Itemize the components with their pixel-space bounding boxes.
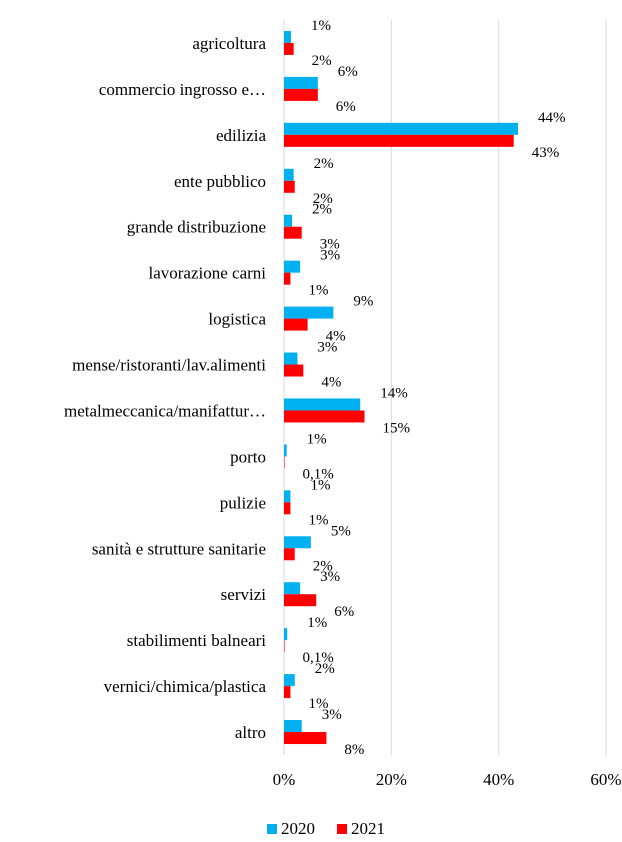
bar-2020: [284, 720, 302, 733]
data-label-2020: 9%: [353, 294, 373, 310]
bar-2020: [284, 306, 334, 319]
category-label: servizi: [221, 585, 267, 604]
category-label: grande distribuzione: [127, 218, 266, 237]
bar-2021: [284, 640, 285, 653]
bar-2021: [284, 594, 317, 607]
data-label-2020: 44%: [538, 110, 566, 126]
category-label: mense/ristoranti/lav.alimenti: [72, 356, 266, 375]
data-label-2020: 3%: [320, 248, 340, 264]
bar-2020: [284, 628, 288, 641]
data-label-2020: 2%: [315, 661, 335, 677]
x-tick-label: 60%: [590, 770, 621, 789]
data-label-2021: 1%: [308, 283, 328, 299]
data-label-2021: 6%: [336, 99, 356, 115]
data-label-2021: 43%: [532, 145, 560, 161]
bar-2020: [284, 260, 301, 273]
data-label-2021: 8%: [344, 742, 364, 758]
data-label-2020: 3%: [320, 569, 340, 585]
data-label-2021: 2%: [312, 53, 332, 69]
data-label-2021: 6%: [334, 604, 354, 620]
bar-2021: [284, 272, 291, 285]
legend: 2020 2021: [267, 819, 385, 838]
bar-2021: [284, 318, 308, 331]
legend-label-2020: 2020: [281, 819, 315, 838]
legend-label-2021: 2021: [351, 819, 385, 838]
bar-2020: [284, 30, 291, 43]
bar-2020: [284, 168, 294, 181]
data-label-2021: 0,1%: [303, 650, 334, 666]
x-tick-label: 40%: [483, 770, 514, 789]
data-labels: 1%2%6%6%44%43%2%2%2%3%3%1%9%4%3%4%14%15%…: [303, 18, 566, 758]
bar-2020: [284, 398, 361, 411]
category-label: metalmeccanica/manifattur…: [64, 401, 266, 420]
x-tick-label: 0%: [273, 770, 296, 789]
category-label: porto: [230, 447, 266, 466]
data-label-2020: 1%: [307, 431, 327, 447]
data-label-2021: 0,1%: [303, 466, 334, 482]
data-label-2021: 4%: [321, 375, 341, 391]
data-label-2020: 1%: [310, 477, 330, 493]
category-label: commercio ingrosso e…: [99, 80, 266, 99]
data-label-2020: 14%: [380, 385, 408, 401]
data-label-2020: 6%: [338, 64, 358, 80]
bar-2021: [284, 180, 295, 193]
category-label: lavorazione carni: [148, 264, 266, 283]
data-label-2021: 1%: [308, 696, 328, 712]
data-label-2020: 3%: [317, 340, 337, 356]
bar-2021: [284, 88, 318, 101]
category-label: sanità e strutture sanitarie: [92, 539, 266, 558]
data-label-2020: 1%: [311, 18, 331, 34]
bar-2021: [284, 226, 302, 239]
bar-2020: [284, 444, 287, 457]
bar-2021: [284, 456, 285, 469]
bar-2021: [284, 364, 304, 377]
bar-2021: [284, 502, 291, 515]
category-label: pulizie: [220, 493, 266, 512]
bars: [284, 30, 518, 745]
data-label-2021: 2%: [313, 558, 333, 574]
category-label: edilizia: [216, 126, 266, 145]
x-tick-label: 20%: [376, 770, 407, 789]
bar-2020: [284, 582, 301, 595]
category-label: stabilimenti balneari: [127, 631, 267, 650]
bar-2020: [284, 352, 298, 365]
category-label: altro: [235, 723, 266, 742]
data-label-2020: 2%: [314, 156, 334, 172]
bar-2021: [284, 410, 365, 423]
category-label: ente pubblico: [174, 172, 266, 191]
data-label-2021: 2%: [313, 191, 333, 207]
data-label-2020: 1%: [307, 615, 327, 631]
data-label-2020: 5%: [331, 523, 351, 539]
bar-2020: [284, 76, 318, 89]
bar-2021: [284, 42, 294, 55]
category-label: logistica: [208, 310, 266, 329]
bar-2020: [284, 490, 291, 503]
bar-2021: [284, 732, 327, 745]
legend-swatch-2021: [337, 824, 347, 834]
category-label: vernici/chimica/plastica: [104, 677, 267, 696]
data-label-2021: 15%: [383, 420, 411, 436]
data-label-2021: 1%: [308, 512, 328, 528]
bar-2021: [284, 548, 295, 561]
bar-2020: [284, 674, 295, 687]
category-labels: agricoltura commercio ingrosso e… edilizia…: [64, 34, 266, 742]
bar-2021: [284, 134, 514, 147]
bar-2020: [284, 214, 293, 227]
bar-2020: [284, 122, 518, 135]
bar-2021: [284, 686, 291, 699]
legend-swatch-2020: [267, 824, 277, 834]
data-label-2021: 3%: [320, 237, 340, 253]
category-label: agricoltura: [192, 34, 266, 53]
data-label-2021: 4%: [326, 329, 346, 345]
x-axis-ticks: 0% 20% 40% 60%: [273, 770, 622, 789]
data-label-2020: 3%: [322, 707, 342, 723]
bar-2020: [284, 536, 311, 549]
data-label-2020: 2%: [312, 202, 332, 218]
